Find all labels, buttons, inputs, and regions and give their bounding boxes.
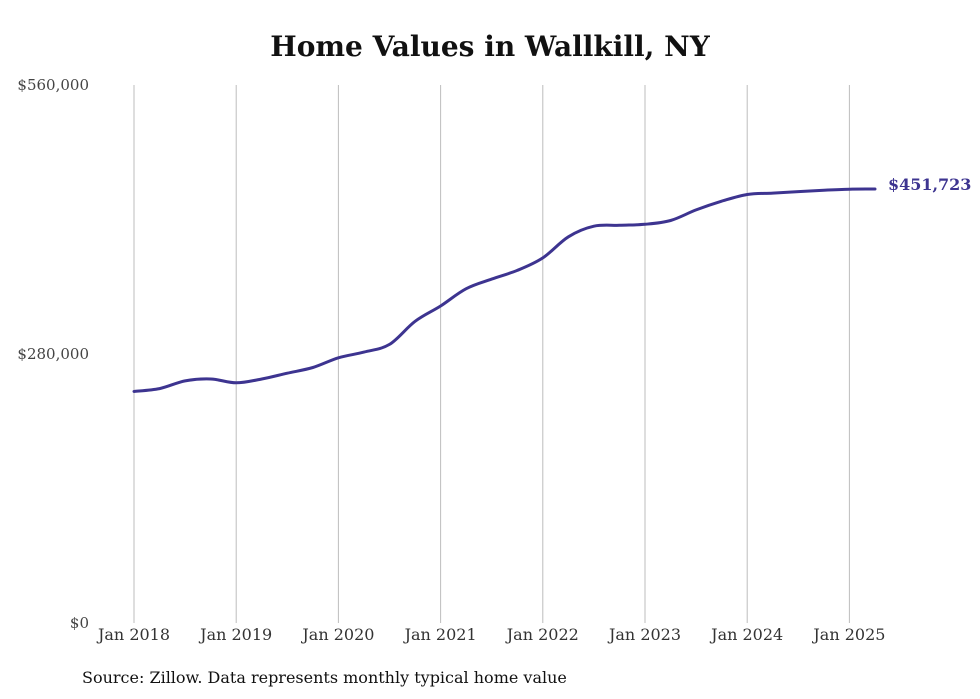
x-tick-label: Jan 2024 <box>709 625 783 644</box>
y-axis: $0 $280,000 $560,000 <box>17 76 89 632</box>
series-labels: $451,723 <box>888 175 972 194</box>
x-tick-label: Jan 2025 <box>811 625 885 644</box>
chart-title: Home Values in Wallkill, NY <box>270 30 710 63</box>
end-value-label: $451,723 <box>888 175 972 194</box>
gridlines <box>133 85 850 623</box>
y-tick-label: $560,000 <box>17 76 89 94</box>
x-tick-label: Jan 2020 <box>300 625 374 644</box>
y-tick-label: $280,000 <box>17 345 89 363</box>
x-tick-label: Jan 2021 <box>403 625 477 644</box>
x-tick-label: Jan 2023 <box>607 625 681 644</box>
x-tick-label: Jan 2022 <box>505 625 579 644</box>
x-tick-label: Jan 2018 <box>96 625 170 644</box>
series-lines <box>132 187 877 393</box>
series-line-0 <box>132 187 877 393</box>
x-axis: Jan 2018 Jan 2019 Jan 2020 Jan 2021 Jan 2022… <box>96 625 885 644</box>
source-note: Source: Zillow. Data represents monthly … <box>82 668 567 687</box>
x-tick-label: Jan 2019 <box>198 625 272 644</box>
y-tick-label: $0 <box>70 614 89 632</box>
